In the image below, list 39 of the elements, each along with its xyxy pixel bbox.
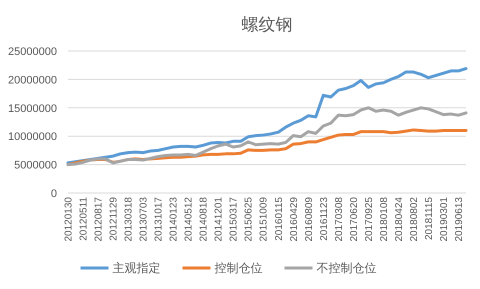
y-tick-label: 0 [50, 188, 57, 200]
y-tick-label: 25000000 [8, 46, 57, 58]
x-tick-label: 20180802 [408, 196, 420, 242]
x-tick-label: 20131017 [154, 196, 165, 242]
x-tick-label: 20190613 [454, 196, 465, 242]
x-tick-label: 20150317 [228, 196, 240, 242]
line-series [66, 67, 468, 164]
x-tick-label: 20180424 [394, 196, 405, 242]
x-tick-label: 20140512 [184, 196, 195, 242]
x-tick-label: 20170620 [348, 196, 360, 242]
x-tick-label: 20151009 [258, 196, 270, 242]
x-tick-label: 20160809 [304, 196, 315, 242]
x-tick-label: 20130318 [124, 196, 135, 242]
legend-label: 控制仓位 [214, 261, 262, 275]
x-tick-label: 20160429 [288, 196, 300, 242]
x-tick-label: 20120817 [94, 196, 105, 242]
x-tick-label: 20141201 [214, 196, 225, 242]
x-tick-label: 20181115 [424, 196, 435, 240]
x-tick-label: 20160115 [274, 196, 285, 241]
x-tick-label: 20180108 [378, 196, 390, 242]
x-tick-label: 20120130 [64, 196, 74, 242]
x-tick-label: 20170308 [334, 196, 345, 242]
y-tick-label: 15000000 [8, 102, 57, 115]
legend-label: 主观指定 [112, 261, 160, 275]
y-tick-label: 10000000 [8, 131, 57, 144]
legend-label: 不控制仓位 [316, 261, 376, 275]
x-tick-label: 20190301 [438, 196, 450, 242]
x-tick-label: 20140818 [198, 196, 210, 242]
x-tick-label: 20170925 [364, 196, 375, 242]
x-tick-label: 20161123 [318, 196, 330, 241]
line-series [66, 106, 468, 166]
x-tick-label: 20150625 [244, 196, 255, 242]
x-tick-label: 20121129 [108, 196, 120, 241]
chart-title: 螺纹钢 [242, 15, 292, 34]
x-tick-label: 20120511 [78, 196, 90, 241]
y-tick-label: 20000000 [8, 74, 57, 86]
x-tick-label: 20140123 [168, 196, 180, 242]
x-tick-label: 20130703 [138, 196, 150, 242]
y-tick-label: 5000000 [14, 160, 57, 172]
